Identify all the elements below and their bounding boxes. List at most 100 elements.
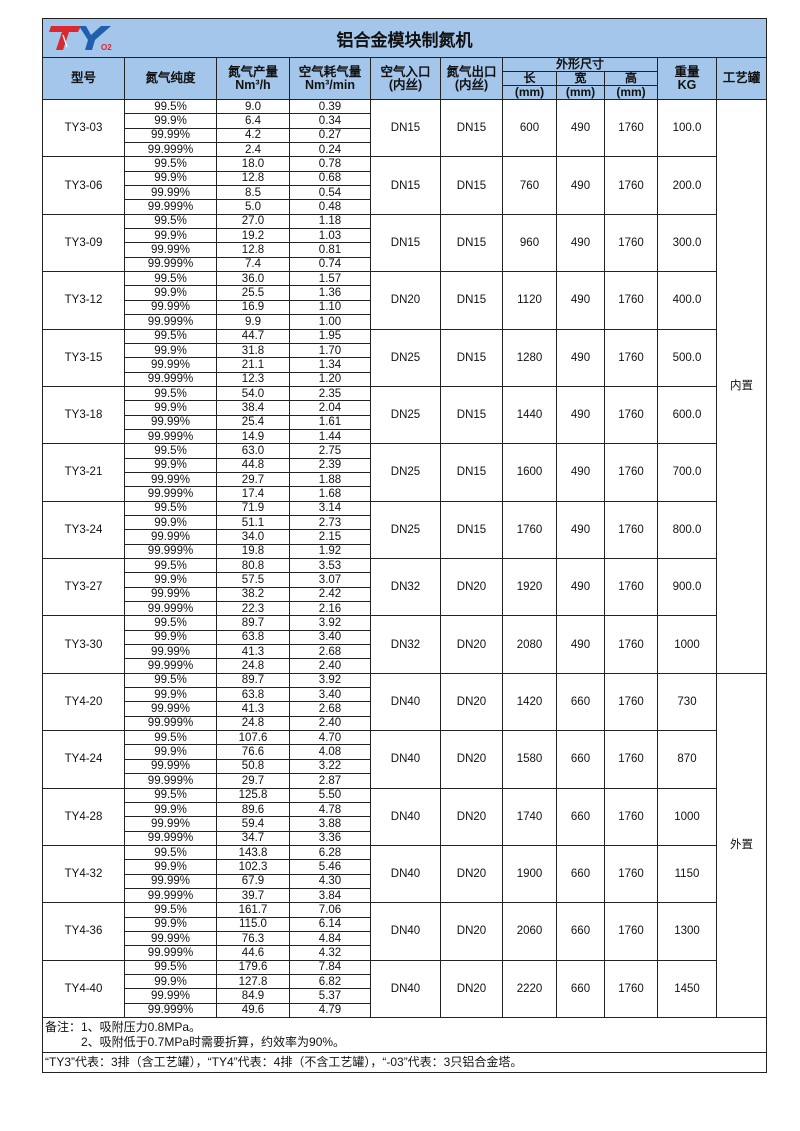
output-cell: 19.2: [216, 228, 290, 244]
height-cell: 1760: [604, 385, 658, 445]
purity-cell: 99.999%: [124, 945, 217, 961]
output-cell: 44.6: [216, 945, 290, 961]
table-row: 99.99% 50.8 3.22: [43, 758, 767, 775]
air-inlet-cell: DN15: [370, 156, 441, 215]
purity-cell: 99.999%: [124, 715, 217, 732]
output-cell: 41.3: [216, 644, 290, 660]
air-consumption-cell: 4.78: [289, 801, 371, 818]
purity-cell: 99.5%: [124, 328, 217, 344]
air-consumption-cell: 1.00: [289, 314, 371, 330]
height-cell: 1760: [604, 500, 658, 560]
output-cell: 12.8: [216, 242, 290, 258]
output-cell: 44.8: [216, 457, 290, 473]
table-row: TY4-32 99.5% 143.8 6.28 DN40 DN20 1900 660 1760 1…: [42, 844, 767, 904]
model-cell: TY4-28: [42, 787, 125, 846]
svg-text:O2: O2: [101, 43, 112, 52]
air-consumption-cell: 1.70: [289, 342, 371, 359]
width-cell: 660: [556, 902, 605, 961]
air-inlet-cell: DN15: [370, 98, 441, 158]
n2-outlet-cell: DN20: [440, 672, 503, 732]
air-consumption-cell: 0.24: [289, 142, 371, 158]
output-cell: 19.8: [216, 543, 290, 560]
purity-cell: 99.5%: [124, 98, 217, 115]
output-cell: 63.8: [216, 629, 290, 646]
purity-cell: 99.999%: [124, 601, 217, 617]
purity-cell: 99.9%: [124, 228, 217, 244]
output-cell: 36.0: [216, 271, 290, 287]
table-row: 99.99% 84.9 5.37: [43, 988, 767, 1004]
purity-cell: 99.999%: [124, 142, 217, 158]
model-cell: TY3-18: [42, 385, 125, 445]
air-consumption-cell: 7.06: [289, 902, 371, 918]
purity-cell: 99.99%: [124, 299, 217, 316]
air-consumption-cell: 5.50: [289, 787, 371, 803]
output-cell: 50.8: [216, 758, 290, 775]
table-row: 99.99% 8.5 0.54: [43, 185, 767, 201]
header-length: 长: [502, 71, 557, 86]
width-cell: 660: [556, 787, 605, 846]
air-consumption-cell: 1.03: [289, 228, 371, 244]
air-consumption-cell: 0.78: [289, 156, 371, 172]
air-consumption-cell: 0.39: [289, 98, 371, 115]
air-consumption-cell: 0.54: [289, 185, 371, 201]
air-consumption-cell: 2.87: [289, 773, 371, 789]
air-consumption-cell: 3.40: [289, 629, 371, 646]
table-row: 99.999% 9.9 1.00: [43, 314, 767, 330]
header-n2-out: 氮气出口 (内丝): [440, 57, 503, 100]
table-row: 99.999% 44.6 4.32: [43, 945, 767, 961]
n2-outlet-cell: DN20: [440, 730, 503, 789]
height-cell: 1760: [604, 213, 658, 273]
header-n2-out-sub: (内丝): [454, 77, 489, 92]
model-cell: TY4-40: [42, 959, 125, 1019]
width-cell: 490: [556, 443, 605, 502]
tank-cell: 内置: [715, 99, 768, 674]
output-cell: 38.4: [216, 400, 290, 416]
output-cell: 71.9: [216, 500, 290, 516]
header-model: 型号: [42, 57, 125, 100]
purity-cell: 99.999%: [124, 773, 217, 789]
table-row: TY3-21 99.5% 63.0 2.75 DN25 DN15 1600 490 1760 70…: [42, 443, 767, 502]
table-row: 99.99% 12.8 0.81: [43, 242, 767, 258]
purity-cell: 99.9%: [124, 113, 217, 129]
model-cell: TY4-36: [42, 902, 125, 961]
air-consumption-cell: 0.68: [289, 170, 371, 187]
air-consumption-cell: 3.88: [289, 816, 371, 832]
header-air-in-label: 空气入口: [380, 64, 431, 79]
output-cell: 18.0: [216, 156, 290, 172]
table-row: 99.999% 7.4 0.74: [43, 256, 767, 273]
height-cell: 1760: [604, 615, 658, 674]
width-cell: 490: [556, 557, 605, 617]
model-cell: TY3-15: [42, 328, 125, 387]
output-cell: 22.3: [216, 601, 290, 617]
air-consumption-cell: 2.15: [289, 529, 371, 545]
air-inlet-cell: DN25: [370, 443, 441, 502]
output-cell: 39.7: [216, 887, 290, 904]
table-row: 99.9% 12.8 0.68: [43, 170, 767, 187]
air-consumption-cell: 3.14: [289, 500, 371, 516]
air-consumption-cell: 2.04: [289, 400, 371, 416]
output-cell: 63.8: [216, 687, 290, 703]
purity-cell: 99.999%: [124, 256, 217, 273]
weight-cell: 1000: [657, 615, 717, 674]
purity-cell: 99.5%: [124, 730, 217, 746]
air-consumption-cell: 1.10: [289, 299, 371, 316]
table-row: 99.9% 44.8 2.39: [43, 457, 767, 473]
notes-cell: 备注：1、吸附压力0.8MPa。 2、吸附低于0.7MPa时需要折算，约效率为9…: [41, 1017, 768, 1053]
header-height-unit: (mm): [604, 85, 658, 100]
purity-cell: 99.99%: [124, 701, 217, 717]
length-cell: 1440: [502, 385, 557, 445]
purity-cell: 99.9%: [124, 572, 217, 588]
purity-cell: 99.5%: [124, 156, 217, 172]
purity-cell: 99.99%: [124, 414, 217, 430]
air-consumption-cell: 6.14: [289, 916, 371, 932]
purity-cell: 99.9%: [124, 916, 217, 932]
output-cell: 16.9: [216, 299, 290, 316]
output-cell: 76.6: [216, 744, 290, 760]
air-consumption-cell: 1.57: [289, 271, 371, 287]
table-row: 99.99% 38.2 2.42: [43, 586, 767, 603]
air-consumption-cell: 1.92: [289, 543, 371, 560]
table-row: 99.999% 49.6 4.79: [43, 1002, 767, 1019]
output-cell: 14.9: [216, 428, 290, 445]
table-row: 99.999% 24.8 2.40: [43, 658, 767, 674]
table-row: TY3-30 99.5% 89.7 3.92 DN32 DN20 2080 490 1760 10…: [42, 615, 767, 674]
